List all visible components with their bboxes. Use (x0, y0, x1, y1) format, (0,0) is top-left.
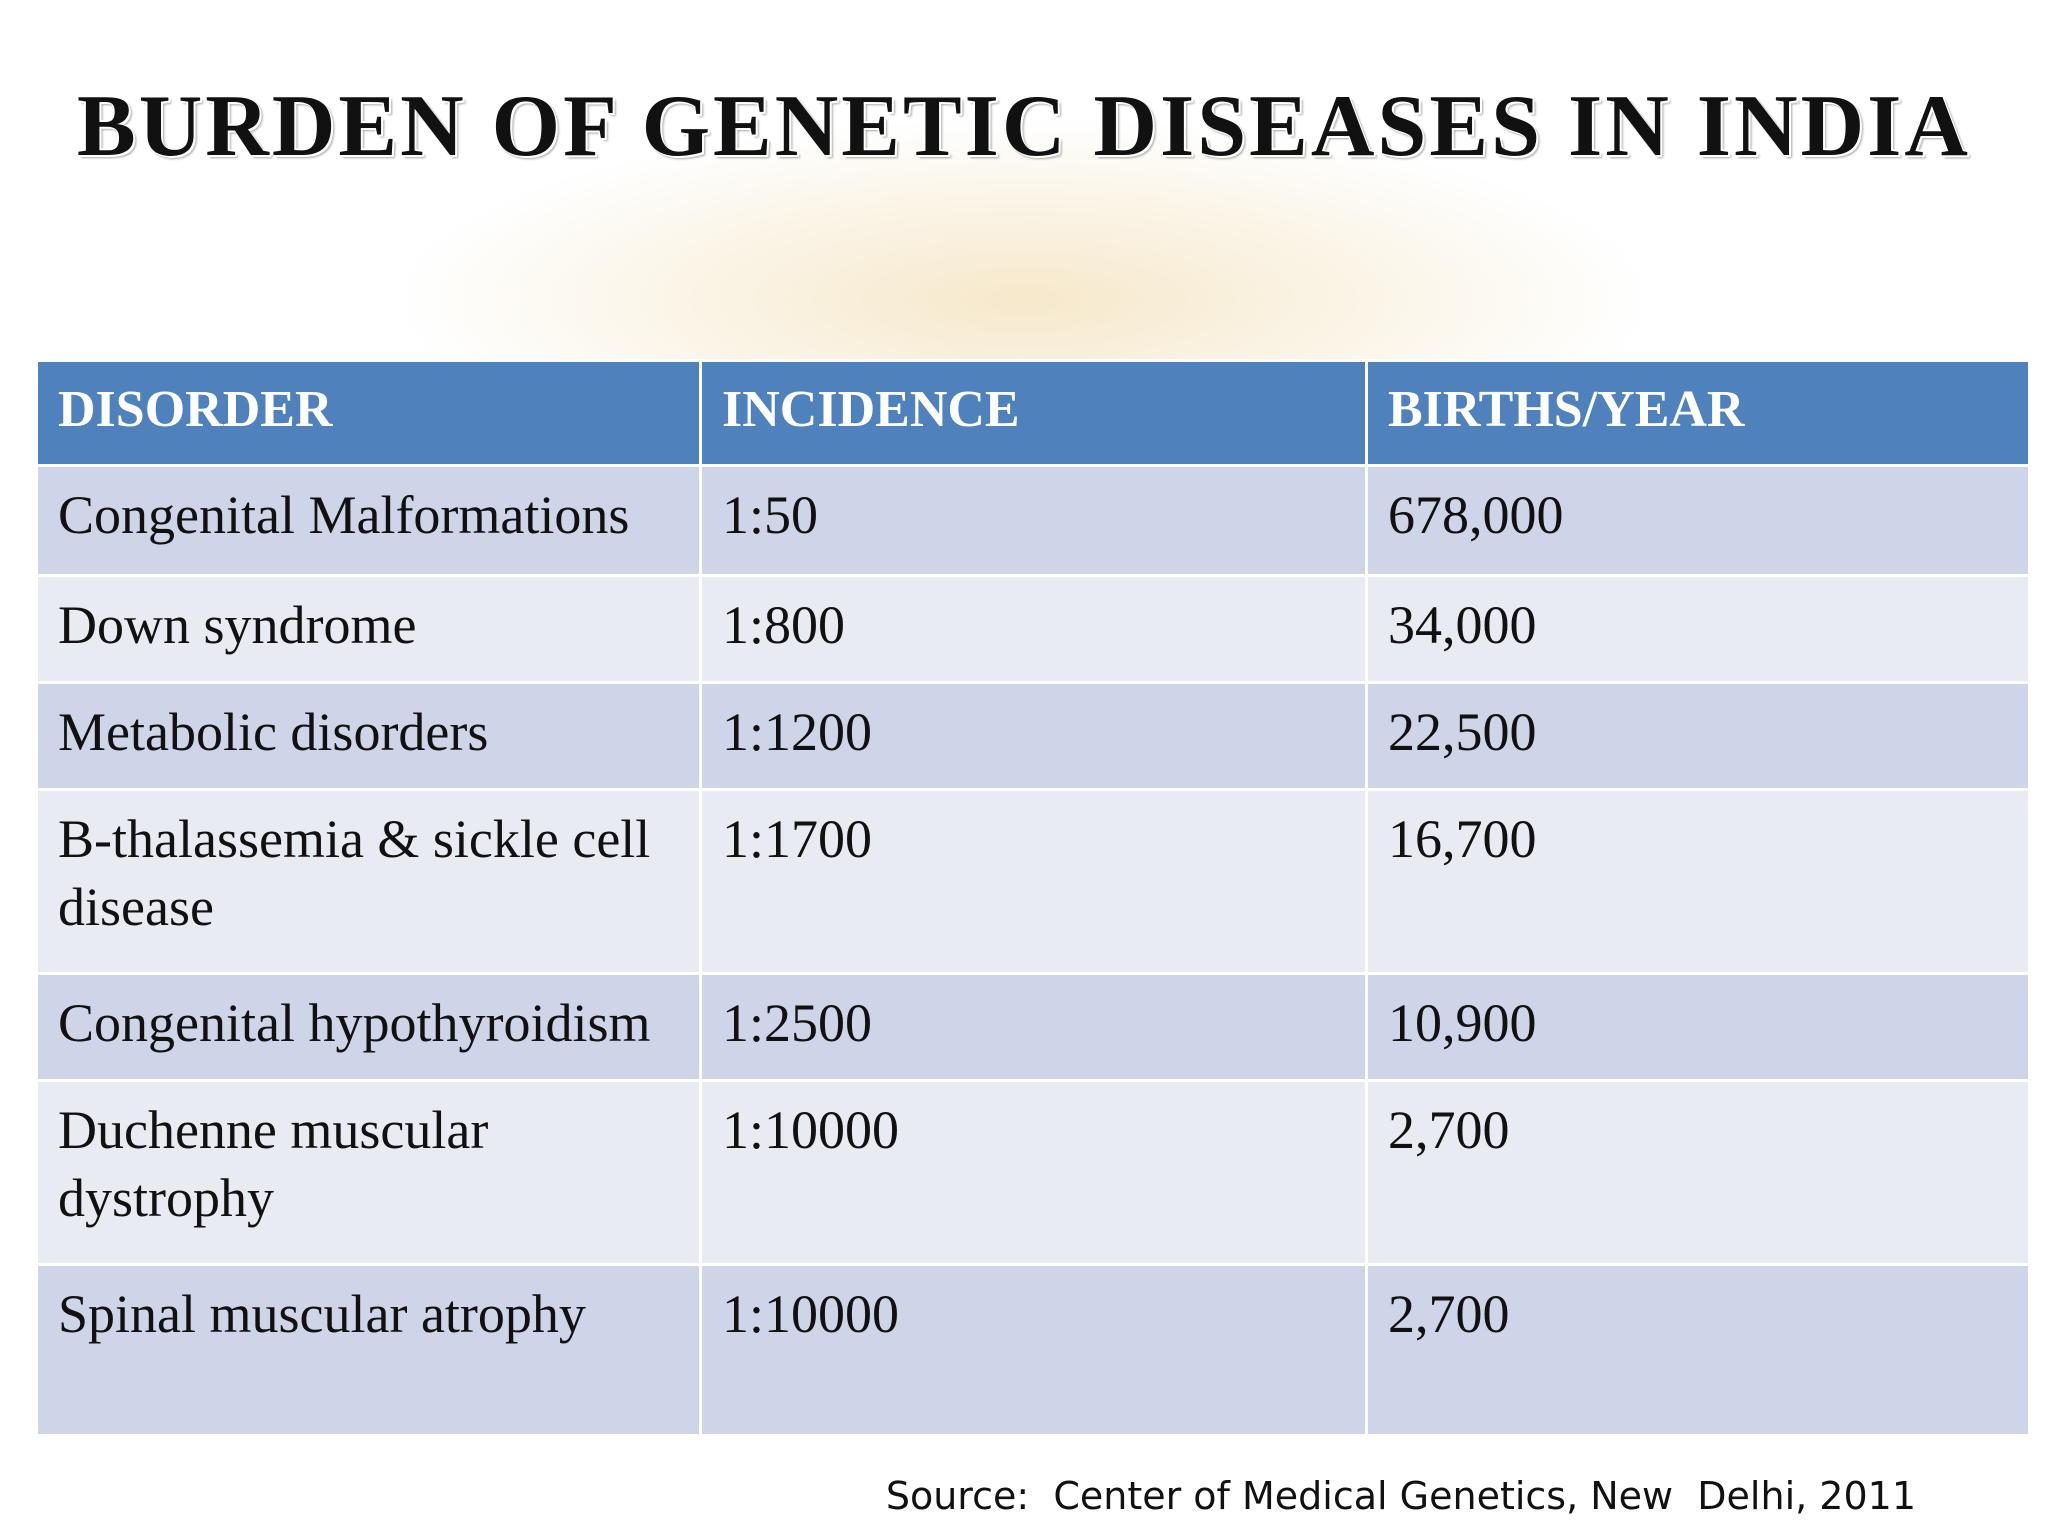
table-cell: 34,000 (1365, 574, 2031, 684)
table-cell: 1:2500 (699, 972, 1368, 1082)
column-header: INCIDENCE (699, 359, 1368, 467)
table-row: Congenital hypothyroidism 1:2500 10,900 (35, 972, 2031, 1082)
table-cell: 10,900 (1365, 972, 2031, 1082)
table-cell: 1:800 (699, 574, 1368, 684)
table-cell: B-thalassemia & sickle cell disease (35, 788, 702, 975)
table-row: Down syndrome 1:800 34,000 (35, 574, 2031, 684)
table-cell: 22,500 (1365, 681, 2031, 791)
table-body: Congenital Malformations 1:50 678,000 Down … (35, 464, 2031, 1437)
table-cell: 2,700 (1365, 1263, 2031, 1437)
table-cell: Spinal muscular atrophy (35, 1263, 702, 1437)
table-cell: Congenital Malformations (35, 464, 702, 577)
column-header: BIRTHS/YEAR (1365, 359, 2031, 467)
table-cell: Down syndrome (35, 574, 702, 684)
table-row: Congenital Malformations 1:50 678,000 (35, 464, 2031, 577)
column-header: DISORDER (35, 359, 702, 467)
table-cell: 1:10000 (699, 1079, 1368, 1266)
table-row: Metabolic disorders 1:1200 22,500 (35, 681, 2031, 791)
table-row: Spinal muscular atrophy 1:10000 2,700 (35, 1263, 2031, 1437)
table-cell: 2,700 (1365, 1079, 2031, 1266)
table-cell: 1:1200 (699, 681, 1368, 791)
table-cell: Congenital hypothyroidism (35, 972, 702, 1082)
table-cell: 678,000 (1365, 464, 2031, 577)
table-cell: 1:10000 (699, 1263, 1368, 1437)
table-cell: Duchenne muscular dystrophy (35, 1079, 702, 1266)
table-cell: 1:50 (699, 464, 1368, 577)
table-row: B-thalassemia & sickle cell disease 1:170… (35, 788, 2031, 975)
table-cell: 16,700 (1365, 788, 2031, 975)
data-table: DISORDER INCIDENCE BIRTHS/YEAR Congenital … (35, 359, 2031, 1437)
table-row: Duchenne muscular dystrophy 1:10000 2,700 (35, 1079, 2031, 1266)
slide-title: BURDEN OF GENETIC DISEASES IN INDIA (77, 78, 1971, 175)
table-cell: 1:1700 (699, 788, 1368, 975)
table-cell: Metabolic disorders (35, 681, 702, 791)
source-note: Source: Center of Medical Genetics, New … (885, 1474, 1916, 1518)
header-row: DISORDER INCIDENCE BIRTHS/YEAR (35, 359, 2031, 467)
